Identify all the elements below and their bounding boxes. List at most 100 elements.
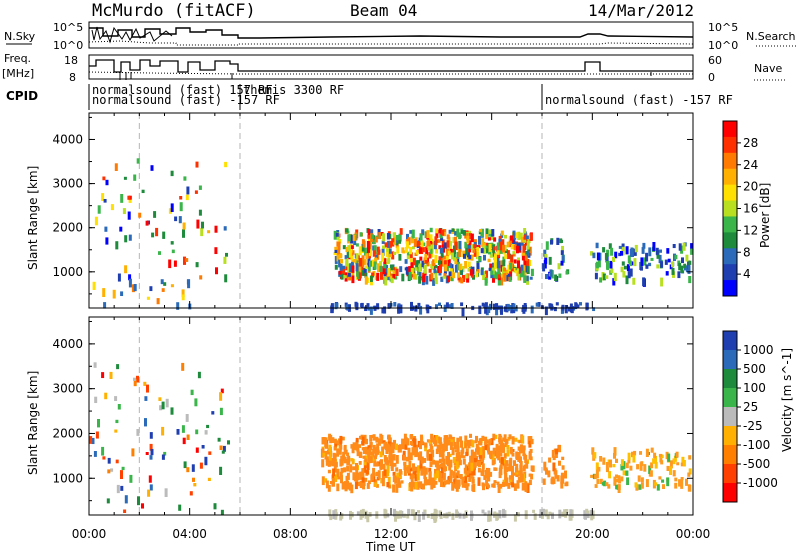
echo-pixel xyxy=(376,443,380,449)
echo-pixel xyxy=(460,440,463,448)
echo-pixel xyxy=(117,273,121,282)
echo-pixel xyxy=(492,433,496,441)
echo-pixel xyxy=(138,212,142,218)
echo-pixel xyxy=(327,469,331,474)
echo-pixel xyxy=(457,272,461,278)
echo-pixel xyxy=(334,441,338,447)
echo-pixel xyxy=(321,459,325,468)
echo-pixel xyxy=(161,401,165,410)
echo-pixel xyxy=(645,264,649,269)
echo-pixel xyxy=(342,245,346,250)
echo-pixel xyxy=(366,514,370,523)
echo-pixel xyxy=(510,244,514,250)
echo-pixel xyxy=(425,246,429,256)
echo-pixel xyxy=(443,513,447,519)
echo-pixel xyxy=(482,483,485,491)
echo-pixel xyxy=(334,264,338,270)
echo-pixel xyxy=(410,271,414,278)
echo-pixel xyxy=(353,259,357,263)
echo-pixel xyxy=(548,457,552,463)
echo-pixel xyxy=(430,250,434,258)
echo-pixel xyxy=(512,268,516,272)
echo-pixel xyxy=(389,458,393,465)
echo-pixel xyxy=(488,229,492,234)
echo-pixel xyxy=(463,467,467,474)
echo-pixel xyxy=(193,483,197,487)
echo-pixel xyxy=(430,238,434,242)
echo-pixel xyxy=(392,471,396,476)
echo-pixel xyxy=(358,272,362,279)
echo-pixel xyxy=(136,429,140,436)
echo-pixel xyxy=(334,302,338,310)
echo-pixel xyxy=(446,240,450,248)
echo-pixel xyxy=(376,449,380,454)
echo-pixel xyxy=(640,477,644,483)
echo-pixel xyxy=(392,232,396,237)
echo-pixel xyxy=(386,248,390,252)
echo-pixel xyxy=(409,467,412,472)
echo-pixel xyxy=(219,466,223,475)
echo-pixel xyxy=(690,243,694,250)
echo-pixel xyxy=(414,305,418,312)
echo-pixel xyxy=(462,513,466,519)
echo-pixel xyxy=(345,265,349,271)
echo-pixel xyxy=(464,261,468,269)
echo-pixel xyxy=(190,389,194,396)
echo-pixel xyxy=(115,241,119,250)
echo-pixel xyxy=(421,229,425,236)
echo-pixel xyxy=(133,377,136,381)
echo-pixel xyxy=(641,247,645,254)
echo-pixel xyxy=(355,437,359,443)
echo-pixel xyxy=(329,514,333,521)
echo-pixel xyxy=(421,260,425,268)
echo-pixel xyxy=(439,514,443,520)
echo-pixel xyxy=(341,436,345,441)
echo-pixel xyxy=(450,264,454,272)
echo-pixel xyxy=(391,238,395,243)
echo-pixel xyxy=(687,265,691,274)
echo-pixel xyxy=(457,474,461,479)
echo-pixel xyxy=(478,257,482,262)
echo-pixel xyxy=(661,479,665,483)
echo-pixel xyxy=(503,306,507,312)
echo-pixel xyxy=(164,488,168,497)
echo-pixel xyxy=(398,234,402,242)
echo-pixel xyxy=(195,447,199,453)
echo-pixel xyxy=(440,237,444,241)
echo-pixel xyxy=(347,484,351,489)
echo-pixel xyxy=(465,470,469,476)
echo-pixel xyxy=(414,481,418,490)
x-tick-label: 00:00 xyxy=(72,527,107,541)
echo-pixel xyxy=(219,445,223,451)
echo-pixel xyxy=(392,267,396,271)
echo-pixel xyxy=(488,512,492,522)
echo-pixel xyxy=(595,242,599,249)
echo-pixel xyxy=(478,305,482,315)
echo-pixel xyxy=(350,484,354,494)
echo-pixel xyxy=(133,174,137,181)
echo-pixel xyxy=(458,512,462,519)
echo-pixel xyxy=(381,248,385,256)
echo-pixel xyxy=(386,233,390,240)
colorbar-tick-label: -25 xyxy=(743,419,763,433)
echo-pixel xyxy=(490,270,494,276)
echo-pixel xyxy=(432,259,436,267)
echo-pixel xyxy=(462,455,466,459)
echo-pixel xyxy=(434,460,438,468)
echo-pixel xyxy=(364,272,368,278)
echo-pixel xyxy=(454,241,458,251)
echo-pixel xyxy=(503,244,507,251)
echo-pixel xyxy=(425,275,429,285)
echo-pixel xyxy=(530,438,534,445)
echo-pixel xyxy=(441,454,445,462)
echo-pixel xyxy=(363,247,367,256)
echo-pixel xyxy=(407,252,411,256)
echo-pixel xyxy=(484,436,488,445)
echo-pixel xyxy=(499,250,503,254)
echo-pixel xyxy=(476,251,480,260)
echo-pixel xyxy=(521,252,525,257)
echo-pixel xyxy=(633,258,637,267)
echo-pixel xyxy=(468,255,472,260)
echo-pixel xyxy=(674,254,678,260)
